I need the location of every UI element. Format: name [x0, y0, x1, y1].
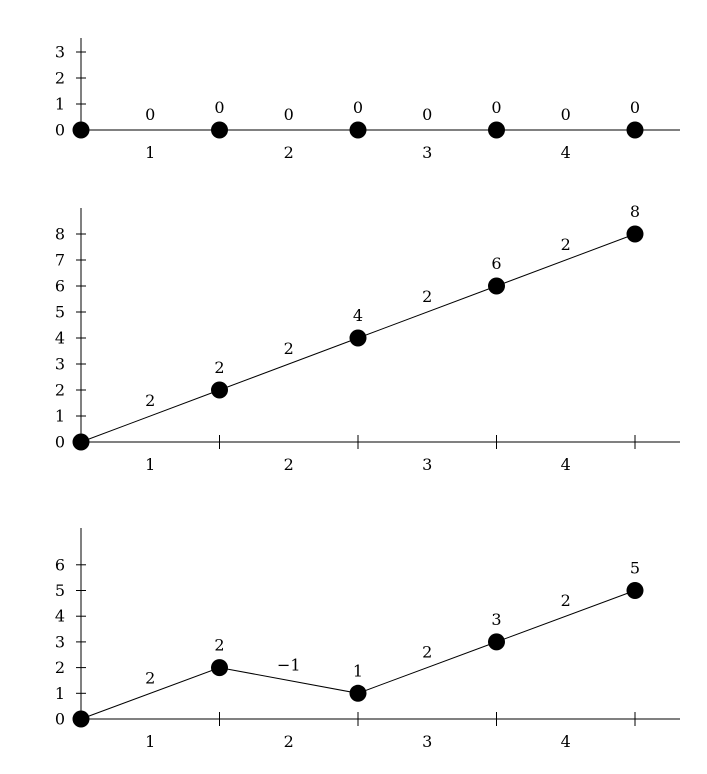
- data-point: [72, 121, 90, 139]
- data-point: [488, 633, 505, 651]
- point-label: 1: [353, 661, 363, 680]
- segment-label: 0: [145, 105, 155, 124]
- point-label: 0: [630, 98, 640, 117]
- y-tick-label: 3: [55, 355, 65, 374]
- y-tick-label: 2: [55, 658, 65, 677]
- y-tick-label: 5: [55, 581, 65, 600]
- point-label: 8: [630, 202, 640, 221]
- x-interval-label: 1: [145, 455, 155, 474]
- data-point: [72, 710, 90, 728]
- x-interval-label: 1: [145, 143, 155, 162]
- segment-label: 0: [422, 105, 432, 124]
- point-label: 2: [214, 358, 224, 377]
- y-tick-label: 4: [55, 329, 65, 348]
- point-label: 6: [491, 254, 501, 273]
- y-tick-label: 7: [55, 251, 65, 270]
- y-tick-label: 6: [55, 277, 65, 296]
- chart-panel-1: 0 1 2 3 1 2 3 4 0 0 0 0 0 0 0 0: [55, 38, 680, 162]
- x-interval-label: 3: [422, 143, 432, 162]
- data-point: [211, 121, 228, 139]
- x-interval-label: 2: [284, 455, 294, 474]
- y-tick-label: 0: [55, 710, 65, 729]
- data-point: [211, 659, 228, 677]
- data-point: [72, 433, 90, 451]
- y-tick-label: 1: [55, 684, 65, 703]
- x-interval-label: 1: [145, 732, 155, 751]
- point-label: 0: [353, 98, 363, 117]
- segment-label: −1: [277, 655, 301, 674]
- data-point: [349, 121, 367, 139]
- data-point: [488, 277, 505, 295]
- data-point: [349, 684, 367, 702]
- chart-panel-2: 0 1 2 3 4 5 6 7 8 1 2 3 4 2 2 2 2 2 4 6 8: [55, 202, 680, 474]
- y-tick-label: 3: [55, 632, 65, 651]
- segment-label: 2: [561, 235, 571, 254]
- x-interval-label: 4: [561, 732, 571, 751]
- segment-label: 2: [422, 643, 432, 662]
- y-tick-label: 2: [55, 381, 65, 400]
- y-tick-label: 6: [55, 555, 65, 574]
- point-label: 3: [491, 610, 501, 629]
- segment-label: 2: [561, 591, 571, 610]
- segment-label: 2: [422, 287, 432, 306]
- x-interval-label: 2: [284, 143, 294, 162]
- x-interval-label: 4: [561, 143, 571, 162]
- segment-label: 0: [284, 105, 294, 124]
- segment-label: 0: [561, 105, 571, 124]
- point-label: 2: [214, 636, 224, 655]
- x-interval-label: 4: [561, 455, 571, 474]
- segment-label: 2: [284, 339, 294, 358]
- data-point: [349, 329, 367, 347]
- y-tick-label: 3: [55, 43, 65, 62]
- x-interval-label: 3: [422, 732, 432, 751]
- segment-label: 2: [145, 668, 155, 687]
- chart-panel-3: 0 1 2 3 4 5 6 1 2 3 4 2 −1 2 2 2 1 3 5: [55, 528, 680, 751]
- y-tick-label: 1: [55, 407, 65, 426]
- y-tick-label: 0: [55, 121, 65, 140]
- point-label: 5: [630, 559, 640, 578]
- x-interval-label: 2: [284, 732, 294, 751]
- y-tick-label: 0: [55, 433, 65, 452]
- y-tick-label: 1: [55, 95, 65, 114]
- data-point: [626, 582, 644, 599]
- data-point: [211, 381, 228, 399]
- x-interval-label: 3: [422, 455, 432, 474]
- point-label: 0: [214, 98, 224, 117]
- data-point: [626, 225, 644, 243]
- y-tick-label: 4: [55, 607, 65, 626]
- y-tick-label: 2: [55, 69, 65, 88]
- segment-label: 2: [145, 391, 155, 410]
- data-point: [488, 121, 505, 139]
- y-tick-label: 8: [55, 225, 65, 244]
- point-label: 0: [491, 98, 501, 117]
- data-point: [626, 121, 644, 139]
- point-label: 4: [353, 306, 363, 325]
- y-tick-label: 5: [55, 303, 65, 322]
